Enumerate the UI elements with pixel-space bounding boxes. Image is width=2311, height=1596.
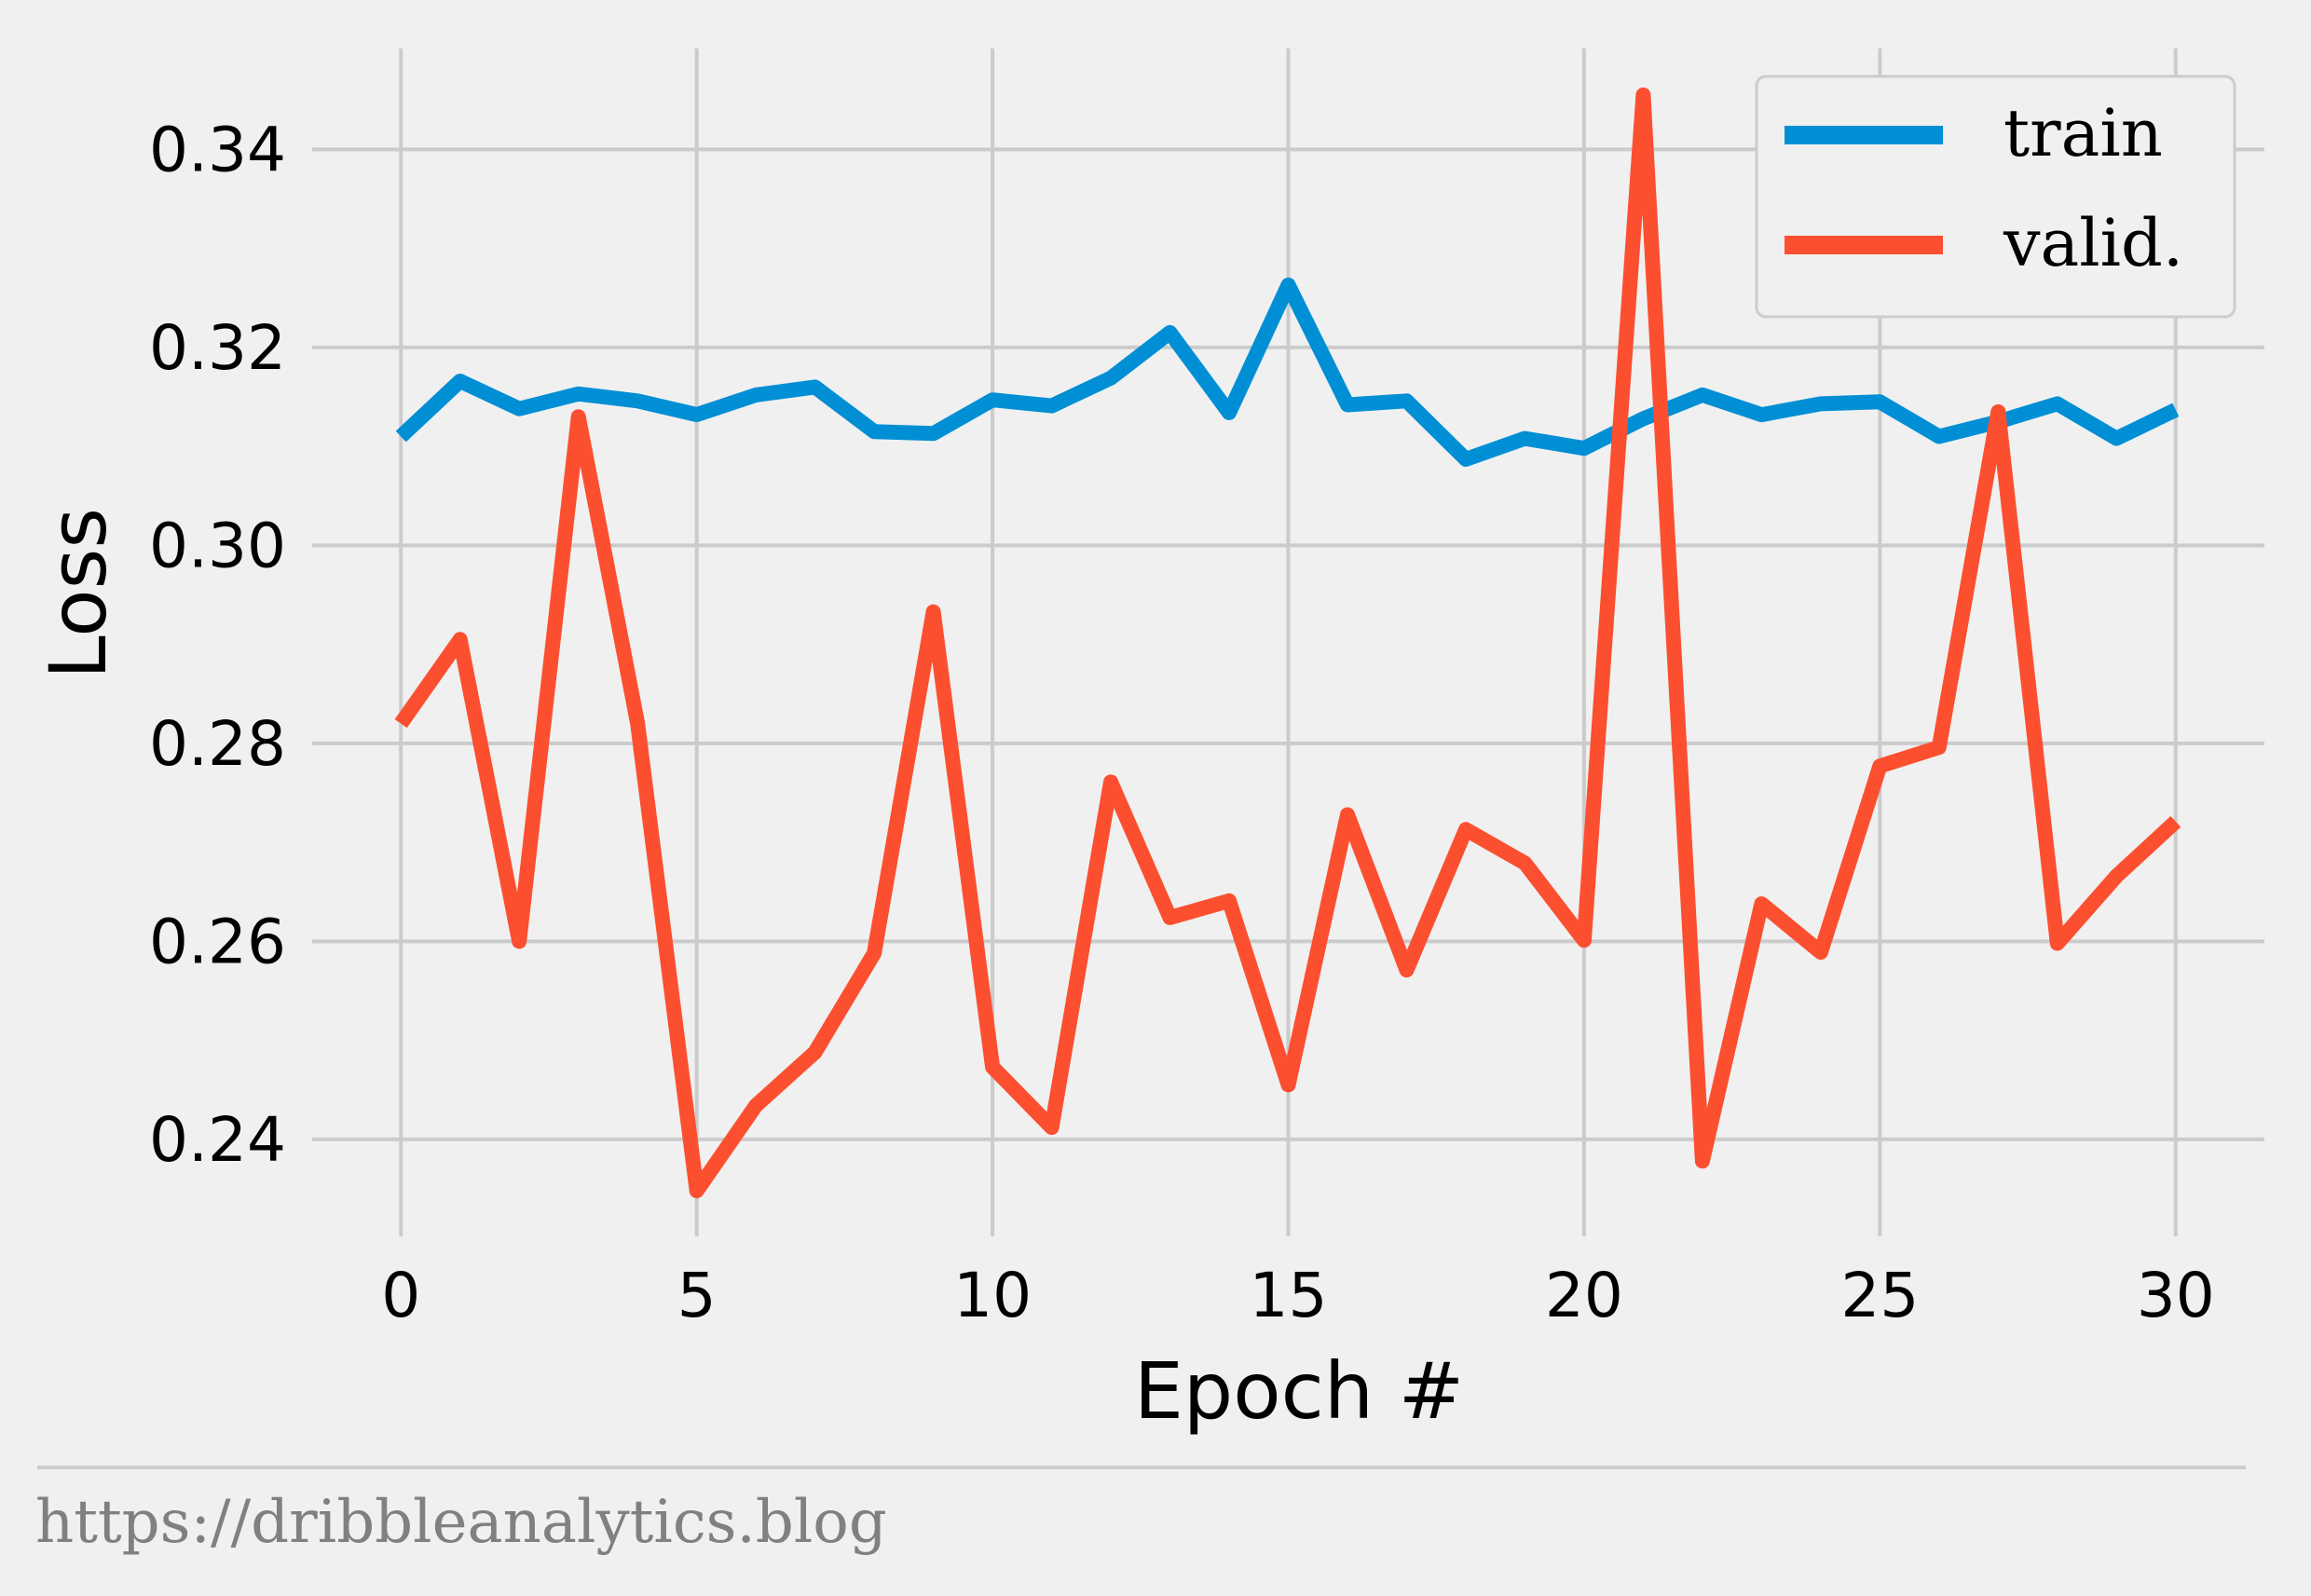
y-tick-label: 0.24 — [149, 1104, 286, 1176]
x-tick-label: 25 — [1840, 1260, 1919, 1331]
x-tick-label: 30 — [2137, 1260, 2215, 1331]
x-tick-label: 20 — [1545, 1260, 1623, 1331]
x-tick-label: 15 — [1250, 1260, 1328, 1331]
x-tick-label: 0 — [381, 1260, 420, 1331]
y-axis-title: Loss — [33, 508, 124, 679]
y-tick-label: 0.30 — [149, 510, 286, 581]
x-tick-label: 5 — [677, 1260, 717, 1331]
footer-source-text: https://dribbleanalytics.blog — [35, 1488, 887, 1557]
y-tick-label: 0.26 — [149, 906, 286, 977]
x-tick-label: 10 — [953, 1260, 1032, 1331]
legend: train valid. — [1755, 75, 2236, 319]
series-line-valid — [394, 87, 2181, 1199]
x-axis-title: Epoch # — [1134, 1345, 1464, 1437]
legend-label-valid: valid. — [2003, 205, 2183, 281]
series-line-train — [395, 277, 2180, 467]
y-tick-label: 0.28 — [149, 708, 286, 780]
y-tick-label: 0.32 — [149, 312, 286, 384]
x-tick-labels: 0 5 10 15 20 25 30 — [381, 1260, 2215, 1331]
legend-label-train: train — [2003, 95, 2163, 171]
y-tick-labels: 0.24 0.26 0.28 0.30 0.32 0.34 — [149, 114, 286, 1176]
series-layer — [394, 87, 2181, 1199]
y-tick-label: 0.34 — [149, 114, 286, 185]
